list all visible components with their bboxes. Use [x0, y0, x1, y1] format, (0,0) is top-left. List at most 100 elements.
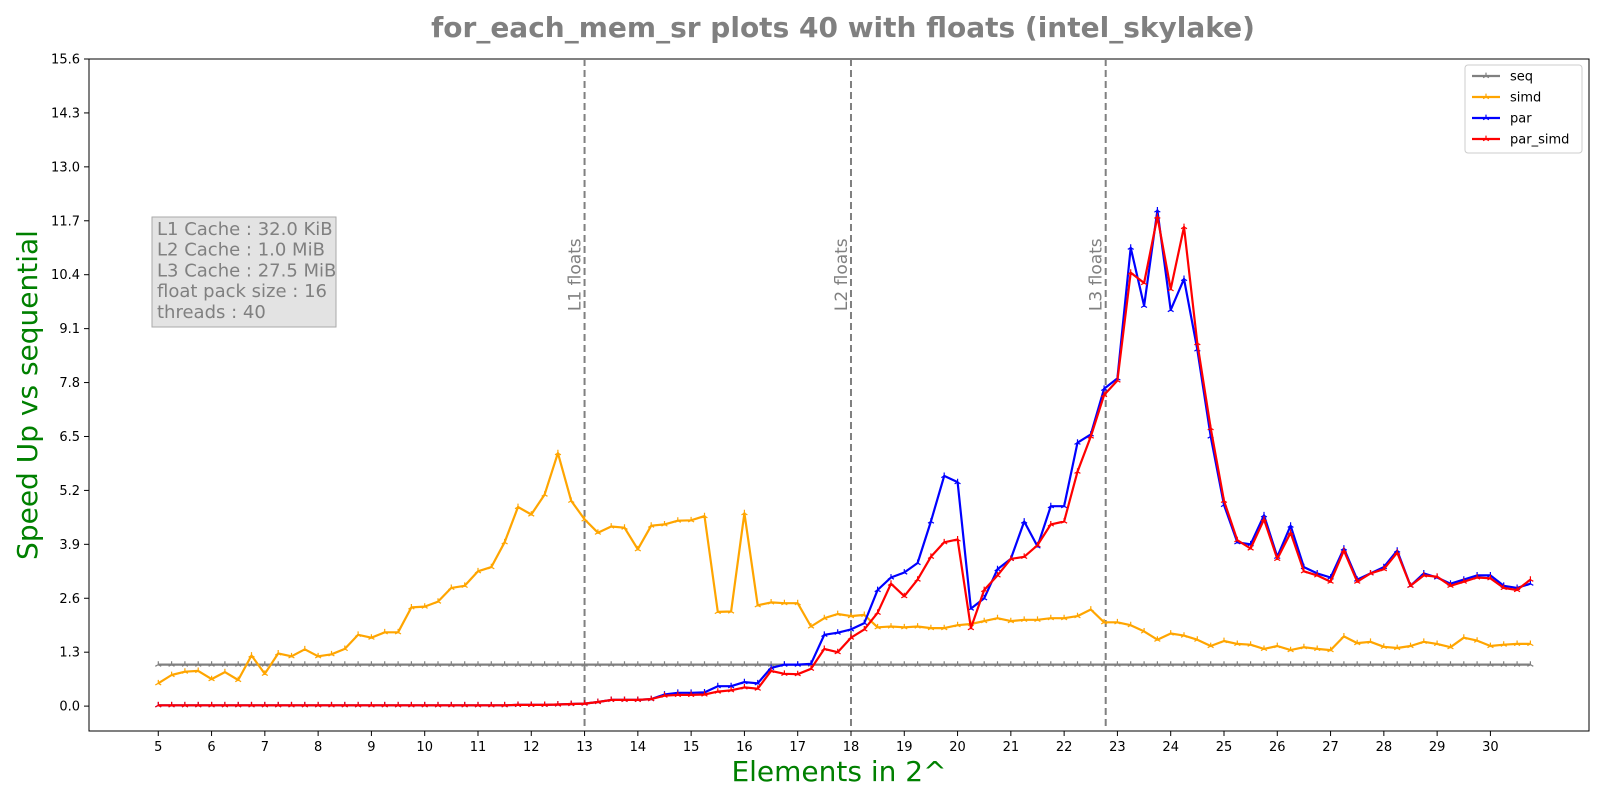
legend-marker	[1482, 72, 1490, 79]
data-point	[341, 701, 349, 708]
legend-marker	[1482, 93, 1490, 100]
data-point	[567, 700, 575, 707]
data-point	[208, 701, 215, 708]
data-point	[1127, 269, 1134, 275]
data-point	[1327, 578, 1334, 584]
data-point	[1460, 578, 1468, 584]
data-point	[834, 661, 841, 667]
data-point	[1353, 639, 1361, 646]
data-point	[1433, 573, 1441, 579]
data-point	[1074, 468, 1081, 474]
data-point	[1247, 661, 1254, 667]
data-point	[901, 569, 908, 575]
data-point	[954, 661, 961, 667]
data-point	[767, 667, 775, 674]
data-point	[861, 626, 868, 632]
data-point	[248, 701, 255, 708]
data-point	[221, 668, 229, 675]
legend-item: simd	[1472, 91, 1541, 106]
data-point	[1274, 642, 1281, 649]
x-tick-label: 28	[1376, 740, 1393, 755]
data-point	[194, 701, 202, 708]
x-tick-label: 25	[1216, 740, 1233, 755]
data-point	[647, 695, 655, 702]
data-point	[1007, 617, 1015, 624]
data-point	[927, 518, 935, 524]
data-point	[354, 631, 362, 638]
data-point	[261, 661, 269, 667]
x-axis-ticks: 5 6 7 8 9 10 11 12 13 14 15 16 17 18 19 20 21 22 23 24 25 26 2…	[154, 731, 1499, 755]
data-point	[1407, 661, 1414, 667]
legend-item: seq	[1472, 70, 1533, 85]
x-tick-label: 26	[1269, 740, 1286, 755]
data-point	[1513, 661, 1521, 667]
data-point	[208, 675, 215, 682]
legend: seq simd par par_simd	[1464, 64, 1583, 154]
series-lines	[155, 207, 1534, 708]
data-point	[1100, 385, 1108, 392]
x-tick-label: 17	[789, 740, 806, 755]
data-point	[1487, 642, 1494, 649]
data-point	[727, 682, 735, 689]
data-point	[1353, 578, 1361, 584]
data-point	[901, 592, 908, 599]
data-point	[1353, 661, 1361, 667]
info-box-line: threads : 40	[157, 302, 266, 323]
x-tick-label: 22	[1056, 740, 1073, 755]
data-point	[528, 661, 535, 667]
data-point	[621, 524, 628, 530]
data-point	[1180, 661, 1188, 667]
y-tick-label: 11.7	[51, 214, 80, 229]
data-point	[1513, 640, 1521, 647]
data-point	[1020, 518, 1028, 524]
data-point	[1407, 582, 1414, 589]
data-point	[741, 509, 748, 516]
data-point	[821, 661, 828, 667]
data-point	[1194, 661, 1201, 667]
data-point	[1527, 640, 1534, 647]
data-point	[501, 538, 508, 545]
data-point	[1060, 661, 1068, 667]
data-point	[1180, 275, 1188, 282]
data-point	[980, 617, 988, 624]
data-point	[1380, 661, 1388, 667]
data-point	[1447, 643, 1454, 650]
data-point	[967, 661, 975, 667]
data-point	[927, 624, 935, 631]
data-point	[368, 701, 375, 708]
x-tick-label: 29	[1429, 740, 1446, 755]
data-point	[834, 629, 841, 635]
data-point	[1287, 529, 1294, 535]
data-point	[674, 661, 682, 667]
data-point	[1287, 646, 1294, 653]
data-point	[767, 599, 775, 605]
info-box-line: float pack size : 16	[157, 281, 327, 302]
data-point	[1140, 628, 1148, 634]
y-tick-label: 5.2	[59, 484, 80, 499]
data-point	[847, 661, 855, 667]
data-point	[1020, 553, 1028, 560]
data-point	[1260, 645, 1268, 652]
x-tick-label: 13	[576, 740, 593, 755]
data-point	[861, 619, 868, 626]
data-point	[554, 449, 562, 456]
data-point	[1393, 661, 1401, 667]
data-point	[488, 701, 495, 708]
data-point	[634, 661, 642, 667]
data-point	[847, 626, 855, 632]
data-point	[1020, 661, 1028, 667]
data-point	[980, 586, 988, 593]
data-point	[940, 624, 948, 631]
data-point	[781, 670, 788, 677]
data-point	[1180, 632, 1188, 638]
data-point	[341, 645, 349, 652]
data-point	[1167, 630, 1174, 636]
data-point	[1473, 637, 1481, 643]
data-point	[1207, 661, 1214, 667]
data-point	[1300, 661, 1308, 667]
data-point	[980, 661, 988, 667]
legend-label: par_simd	[1510, 133, 1569, 148]
data-point	[1274, 555, 1281, 562]
data-point	[914, 623, 921, 629]
x-tick-label: 9	[367, 740, 375, 755]
